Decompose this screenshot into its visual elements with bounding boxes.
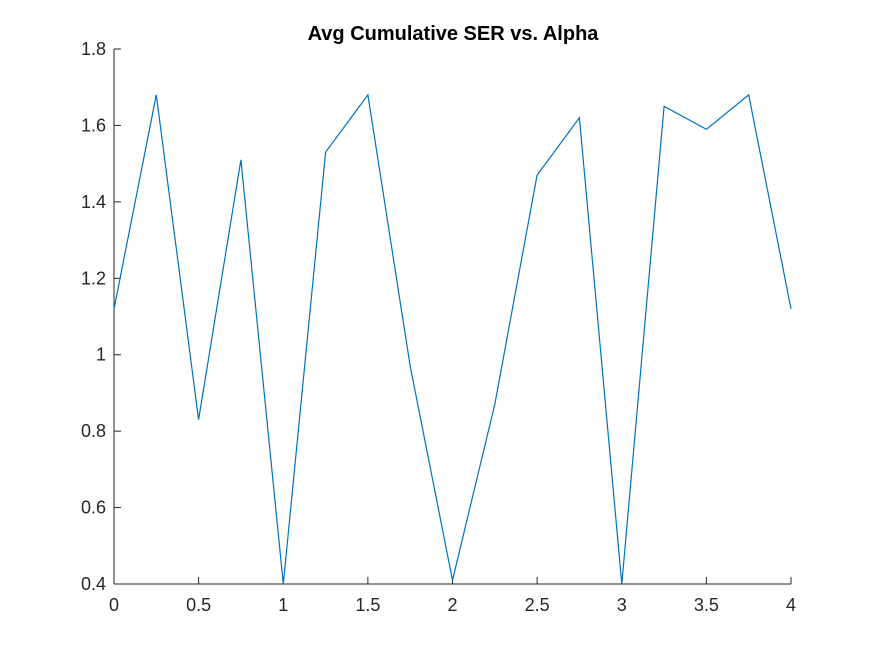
series-line <box>113 93 792 585</box>
y-tick-label: 1.4 <box>81 192 106 212</box>
y-tick-label: 0.4 <box>81 574 106 594</box>
x-tick-label: 3 <box>617 595 627 615</box>
x-tick-label: 0 <box>109 595 119 615</box>
chart-title: Avg Cumulative SER vs. Alpha <box>308 23 600 45</box>
x-tick-label: 3.5 <box>694 595 719 615</box>
plot-area: 0 0.5 1 1.5 2 2.5 3 3.5 4 0.4 0.6 0.8 1 1.2 1.4 1.6 1.8 <box>81 39 796 615</box>
y-tick-label: 0.8 <box>81 421 106 441</box>
x-tick-label: 4 <box>786 595 796 615</box>
y-tick-label: 1 <box>96 345 106 365</box>
y-tick-label: 1.8 <box>81 39 106 59</box>
y-tick-label: 1.6 <box>81 115 106 135</box>
y-tick-label: 0.6 <box>81 498 106 518</box>
x-tick-label: 2 <box>447 595 457 615</box>
x-tick-label: 1.5 <box>355 595 380 615</box>
x-tick-label: 1 <box>278 595 288 615</box>
y-tick-label: 1.2 <box>81 268 106 288</box>
x-tick-label: 2.5 <box>525 595 550 615</box>
x-tick-label: 0.5 <box>186 595 211 615</box>
